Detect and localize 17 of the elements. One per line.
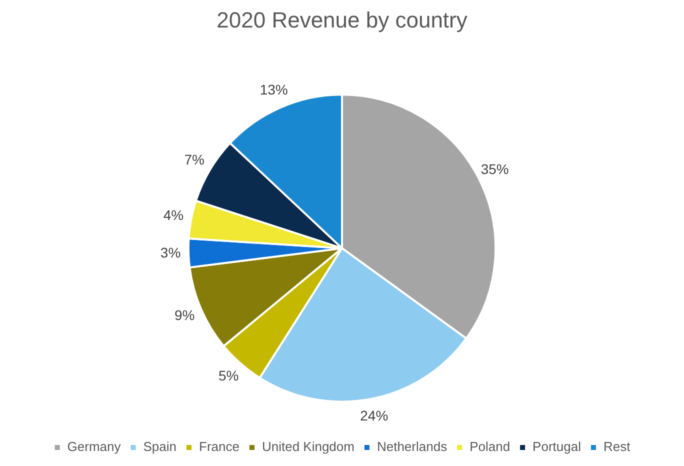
legend-label: United Kingdom (262, 439, 354, 454)
data-label: 4% (163, 206, 184, 223)
data-label: 9% (174, 307, 195, 324)
data-label: 35% (480, 161, 509, 178)
data-label: 7% (184, 152, 204, 168)
data-label: 24% (360, 408, 388, 424)
data-label: 3% (160, 244, 181, 260)
legend-label: Rest (603, 439, 631, 454)
chart-title: 2020 Revenue by country (216, 7, 468, 32)
data-label: 5% (218, 368, 239, 384)
legend-label: Poland (470, 439, 510, 454)
legend-label: Germany (67, 439, 122, 454)
data-label: 13% (260, 82, 288, 98)
legend-label: Portugal (532, 439, 582, 454)
legend-label: France (199, 439, 240, 454)
legend-label: Spain (143, 439, 177, 454)
legend-label: Netherlands (376, 439, 448, 454)
